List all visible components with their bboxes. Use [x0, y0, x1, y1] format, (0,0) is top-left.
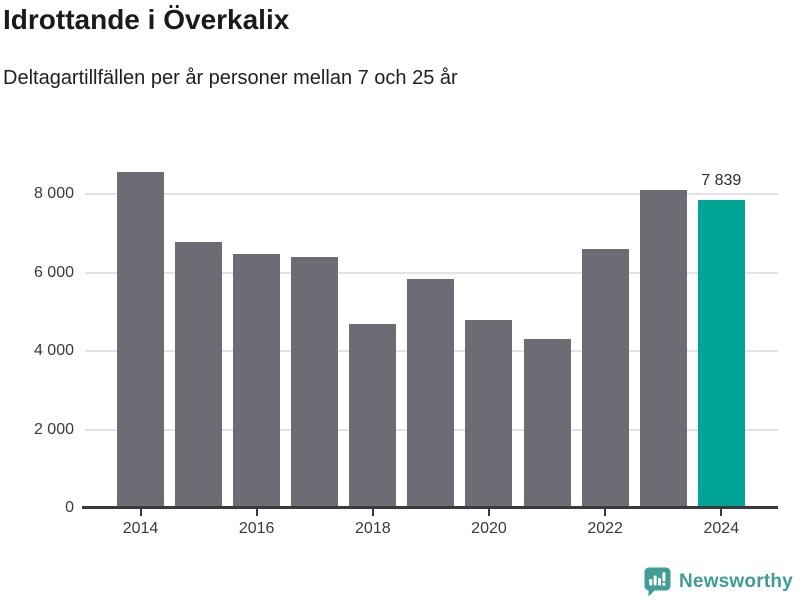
- bar-2024: [697, 200, 745, 508]
- brand-name: Newsworthy: [679, 571, 793, 592]
- highlight-value-label: 7 839: [701, 172, 742, 190]
- x-axis-tick-label: 2016: [238, 520, 275, 537]
- bar-2017: [291, 257, 339, 508]
- y-axis: 0 2 000 4 000 6 000 8 000: [0, 148, 74, 516]
- bar-2022: [581, 249, 629, 508]
- bar-2018: [349, 323, 397, 508]
- brand-footer: Newsworthy: [644, 567, 793, 597]
- gridline: [85, 271, 778, 274]
- x-axis-tick-label: 2020: [471, 520, 507, 537]
- chart-subtitle: Deltagartillfällen per år personer mella…: [3, 67, 458, 89]
- bar-2016: [233, 254, 281, 508]
- bar-2023: [639, 190, 687, 508]
- x-axis-tick: [720, 509, 723, 516]
- bar-2020: [465, 320, 513, 508]
- x-axis-tick: [255, 509, 258, 516]
- plot-area: 2014 2016 2018 2020 2022 2024 7 839: [82, 148, 778, 537]
- x-axis-tick: [487, 509, 490, 516]
- x-axis-tick-label: 2014: [122, 520, 159, 537]
- y-axis-tick-label: 0: [65, 499, 74, 516]
- x-axis-tick: [604, 509, 607, 516]
- bar-2014: [117, 172, 164, 508]
- y-axis-tick-label: 8 000: [33, 185, 74, 202]
- bar-2021: [523, 339, 571, 508]
- x-axis-line: [82, 506, 778, 509]
- page-title: Idrottande i Överkalix: [3, 4, 290, 35]
- y-axis-tick-label: 6 000: [33, 263, 74, 281]
- x-axis-tick: [371, 509, 374, 516]
- bar-2019: [407, 279, 455, 508]
- y-axis-tick-label: 2 000: [33, 420, 74, 438]
- bar-2015: [175, 241, 223, 508]
- x-axis-tick-label: 2022: [587, 520, 623, 537]
- y-axis-tick-label: 4 000: [33, 342, 74, 359]
- x-axis-tick-label: 2018: [355, 520, 391, 537]
- newsworthy-logo-icon: [644, 567, 671, 597]
- x-axis-tick: [139, 509, 142, 516]
- gridline: [85, 193, 778, 195]
- x-axis-tick-label: 2024: [703, 520, 740, 537]
